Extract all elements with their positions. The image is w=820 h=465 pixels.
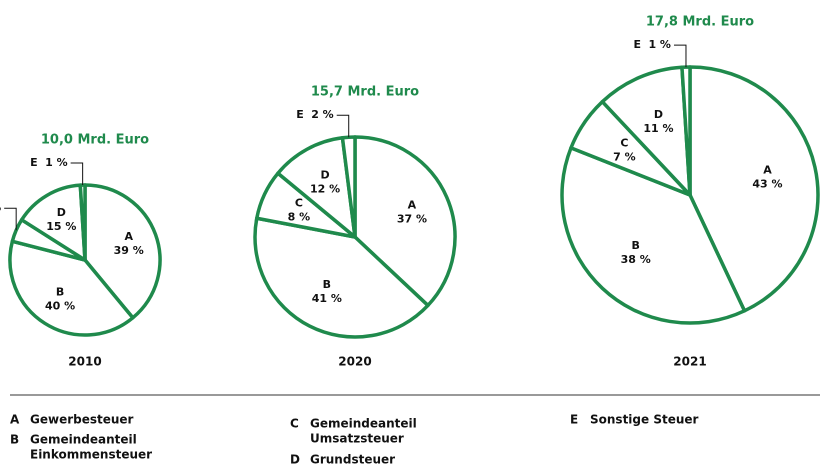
slice-value: 38 % xyxy=(621,253,651,266)
slice-value: 12 % xyxy=(310,183,340,196)
legend-key: E xyxy=(570,413,578,427)
legend-label: Grundsteuer xyxy=(310,453,395,465)
slice-value: 43 % xyxy=(752,178,782,191)
pie-year: 2020 xyxy=(338,355,371,369)
pie-slice xyxy=(8,239,135,337)
slice-label: A xyxy=(763,164,772,177)
slice-label: B xyxy=(56,285,64,298)
legend-label: Gewerbesteuer xyxy=(30,413,134,427)
pie-year: 2010 xyxy=(68,355,101,369)
pie-slice xyxy=(688,65,820,313)
legend-label: Gemeindeanteil xyxy=(30,433,137,447)
pie-slice xyxy=(253,216,430,339)
slice-label: D xyxy=(321,169,330,182)
slice-value: 2 % xyxy=(311,108,334,121)
pie-slice xyxy=(353,135,457,308)
legend-label: Umsatzsteuer xyxy=(310,432,404,446)
leader-line xyxy=(70,162,84,186)
slice-value: 8 % xyxy=(288,211,311,224)
pie-slice xyxy=(340,135,357,239)
slice-value: 1 % xyxy=(45,156,68,169)
slice-value: 41 % xyxy=(312,292,342,305)
slice-value: 37 % xyxy=(397,212,427,225)
slice-label: C xyxy=(295,197,303,210)
legend-key: D xyxy=(290,453,300,465)
leader-line xyxy=(673,44,687,68)
pie-title: 17,8 Mrd. Euro xyxy=(646,15,754,30)
pie-slice xyxy=(560,146,747,325)
leader-line xyxy=(336,114,350,138)
pie-title: 10,0 Mrd. Euro xyxy=(41,133,149,148)
slice-label: D xyxy=(57,206,66,219)
legend-key: B xyxy=(10,433,19,447)
slice-label: E xyxy=(633,38,641,51)
slice-label: A xyxy=(408,198,417,211)
legend-key: C xyxy=(290,417,299,431)
slice-value: 15 % xyxy=(46,220,76,233)
slice-label: E xyxy=(30,156,38,169)
pie-title: 15,7 Mrd. Euro xyxy=(311,85,419,100)
legend-label: Sonstige Steuer xyxy=(590,413,699,427)
pie-slice xyxy=(276,136,357,239)
slice-label: B xyxy=(631,239,639,252)
slice-label: C xyxy=(620,136,628,149)
pie-slice xyxy=(680,65,692,197)
pie-slice xyxy=(600,65,692,197)
slice-label: E xyxy=(296,108,304,121)
slice-value: 5 % xyxy=(0,201,1,214)
slice-value: 1 % xyxy=(648,38,671,51)
slice-label: D xyxy=(654,108,663,121)
slice-label: B xyxy=(323,278,331,291)
pie-slice xyxy=(83,183,162,320)
pie-slice xyxy=(19,183,87,262)
slice-value: 40 % xyxy=(45,299,75,312)
legend-label: Gemeindeanteil xyxy=(310,417,417,431)
slice-value: 7 % xyxy=(613,150,636,163)
leader-line xyxy=(4,207,17,231)
slice-value: 11 % xyxy=(643,122,673,135)
legend-key: A xyxy=(10,413,20,427)
slice-label: A xyxy=(124,230,133,243)
slice-value: 39 % xyxy=(114,244,144,257)
pie-year: 2021 xyxy=(673,355,706,369)
legend-label: Einkommensteuer xyxy=(30,448,152,462)
